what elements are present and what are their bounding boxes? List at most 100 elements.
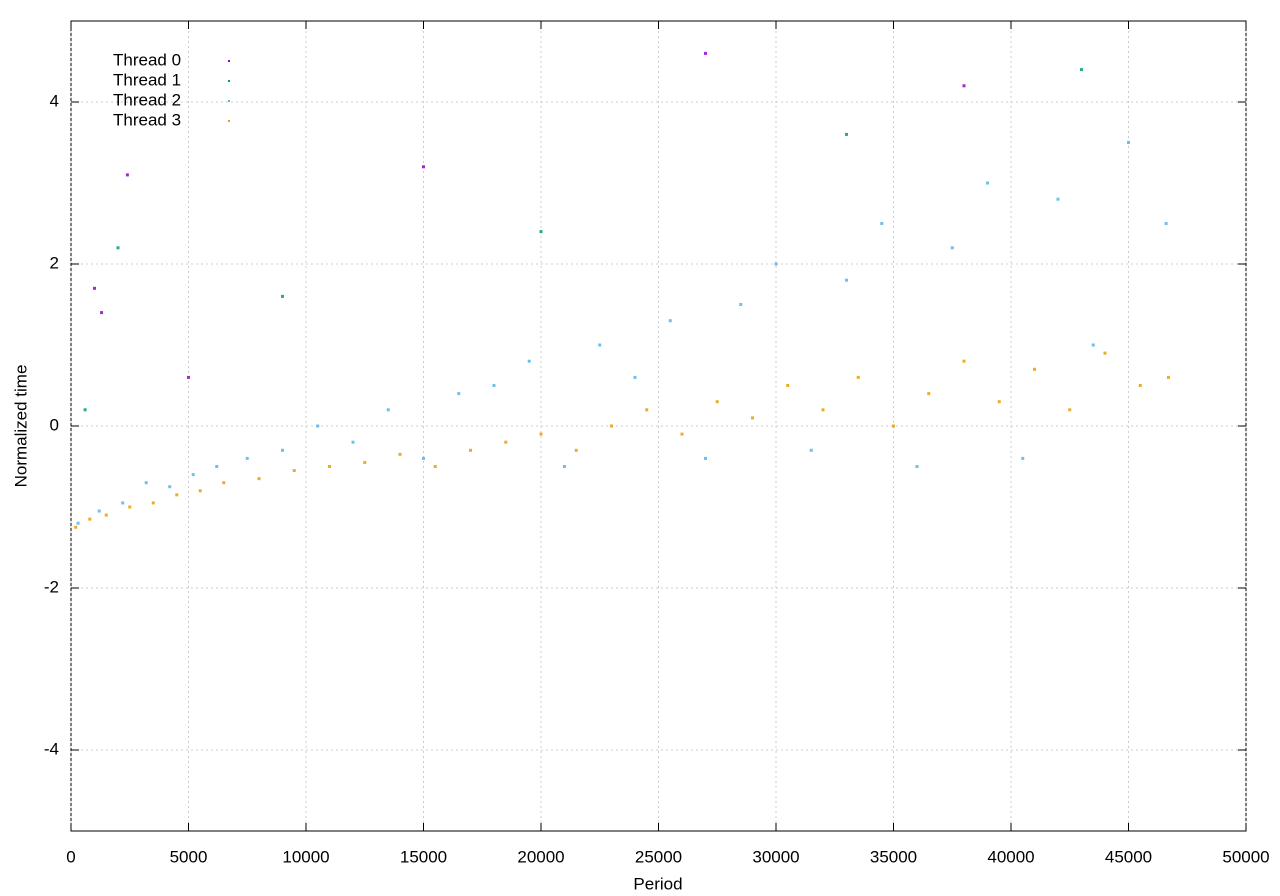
point — [856, 375, 860, 379]
x-tick-label: 15000 — [400, 847, 447, 866]
point — [668, 319, 672, 323]
point — [215, 465, 219, 468]
point — [175, 493, 179, 497]
point — [492, 384, 496, 387]
point — [563, 465, 566, 468]
y-tick-label: 0 — [50, 415, 59, 434]
x-tick-label: 25000 — [635, 847, 682, 866]
y-tick-label: 2 — [50, 253, 59, 272]
legend-label: Thread 2 — [113, 90, 181, 109]
point — [845, 278, 848, 282]
point — [1138, 384, 1142, 387]
point — [144, 481, 148, 485]
point — [198, 489, 202, 493]
point — [76, 521, 80, 525]
point — [433, 465, 437, 468]
point — [680, 432, 684, 436]
point — [786, 384, 790, 387]
legend-marker — [228, 120, 230, 122]
point — [328, 465, 331, 468]
point — [281, 448, 284, 452]
legend-marker — [228, 60, 230, 62]
point — [363, 460, 367, 464]
point — [645, 408, 649, 412]
point — [88, 517, 92, 521]
point — [74, 525, 78, 529]
point — [880, 222, 884, 225]
point — [962, 359, 966, 363]
legend-marker — [228, 80, 230, 82]
point — [1080, 68, 1083, 72]
point — [469, 448, 472, 452]
point — [527, 359, 531, 363]
point — [715, 400, 719, 404]
point — [927, 392, 931, 396]
x-tick-label: 35000 — [870, 847, 917, 866]
x-tick-label: 30000 — [752, 847, 799, 866]
legend-label: Thread 0 — [113, 50, 181, 69]
point — [774, 262, 778, 266]
point — [93, 286, 96, 290]
point — [915, 465, 919, 468]
x-tick-label: 40000 — [987, 847, 1034, 866]
x-tick-label: 20000 — [517, 847, 564, 866]
point — [1091, 343, 1095, 347]
x-axis-label: Period — [633, 874, 682, 893]
x-tick-label: 10000 — [282, 847, 329, 866]
point — [1166, 375, 1170, 379]
x-tick-label: 0 — [66, 847, 75, 866]
x-tick-label: 45000 — [1105, 847, 1152, 866]
point — [1021, 456, 1025, 460]
legend-label: Thread 1 — [113, 70, 181, 89]
point — [1164, 222, 1168, 225]
y-tick-label: 4 — [50, 91, 59, 110]
point — [1056, 197, 1060, 201]
legend-label: Thread 3 — [113, 110, 181, 129]
point — [187, 375, 190, 379]
point — [422, 456, 425, 460]
point — [892, 424, 895, 428]
point — [292, 469, 296, 473]
y-tick-label: -2 — [44, 577, 59, 596]
point — [751, 416, 754, 420]
point — [168, 485, 172, 489]
point — [457, 392, 461, 396]
point — [422, 165, 425, 169]
point — [997, 400, 1001, 404]
point — [316, 424, 320, 428]
point — [116, 246, 120, 250]
point — [986, 181, 989, 185]
point — [100, 311, 104, 315]
x-tick-label: 50000 — [1222, 847, 1269, 866]
point — [125, 173, 129, 177]
point — [598, 343, 602, 347]
point — [633, 375, 637, 379]
point — [704, 456, 707, 460]
x-tick-label: 5000 — [170, 847, 208, 866]
point — [151, 501, 155, 505]
point — [1127, 141, 1130, 144]
point — [504, 440, 508, 444]
point — [257, 477, 261, 481]
point — [1033, 367, 1036, 371]
point — [574, 448, 578, 452]
point — [97, 509, 101, 513]
point — [281, 294, 284, 298]
y-axis-label: Normalized time — [11, 365, 30, 488]
point — [222, 481, 226, 485]
point — [704, 51, 707, 55]
point — [821, 408, 825, 412]
point — [191, 473, 195, 477]
point — [104, 513, 108, 517]
point — [539, 230, 543, 234]
point — [1103, 351, 1107, 355]
point — [245, 456, 249, 460]
point — [398, 452, 402, 456]
point — [386, 408, 390, 412]
y-tick-label: -4 — [44, 739, 59, 758]
point — [539, 432, 543, 436]
point — [1068, 408, 1072, 412]
point — [739, 303, 743, 306]
